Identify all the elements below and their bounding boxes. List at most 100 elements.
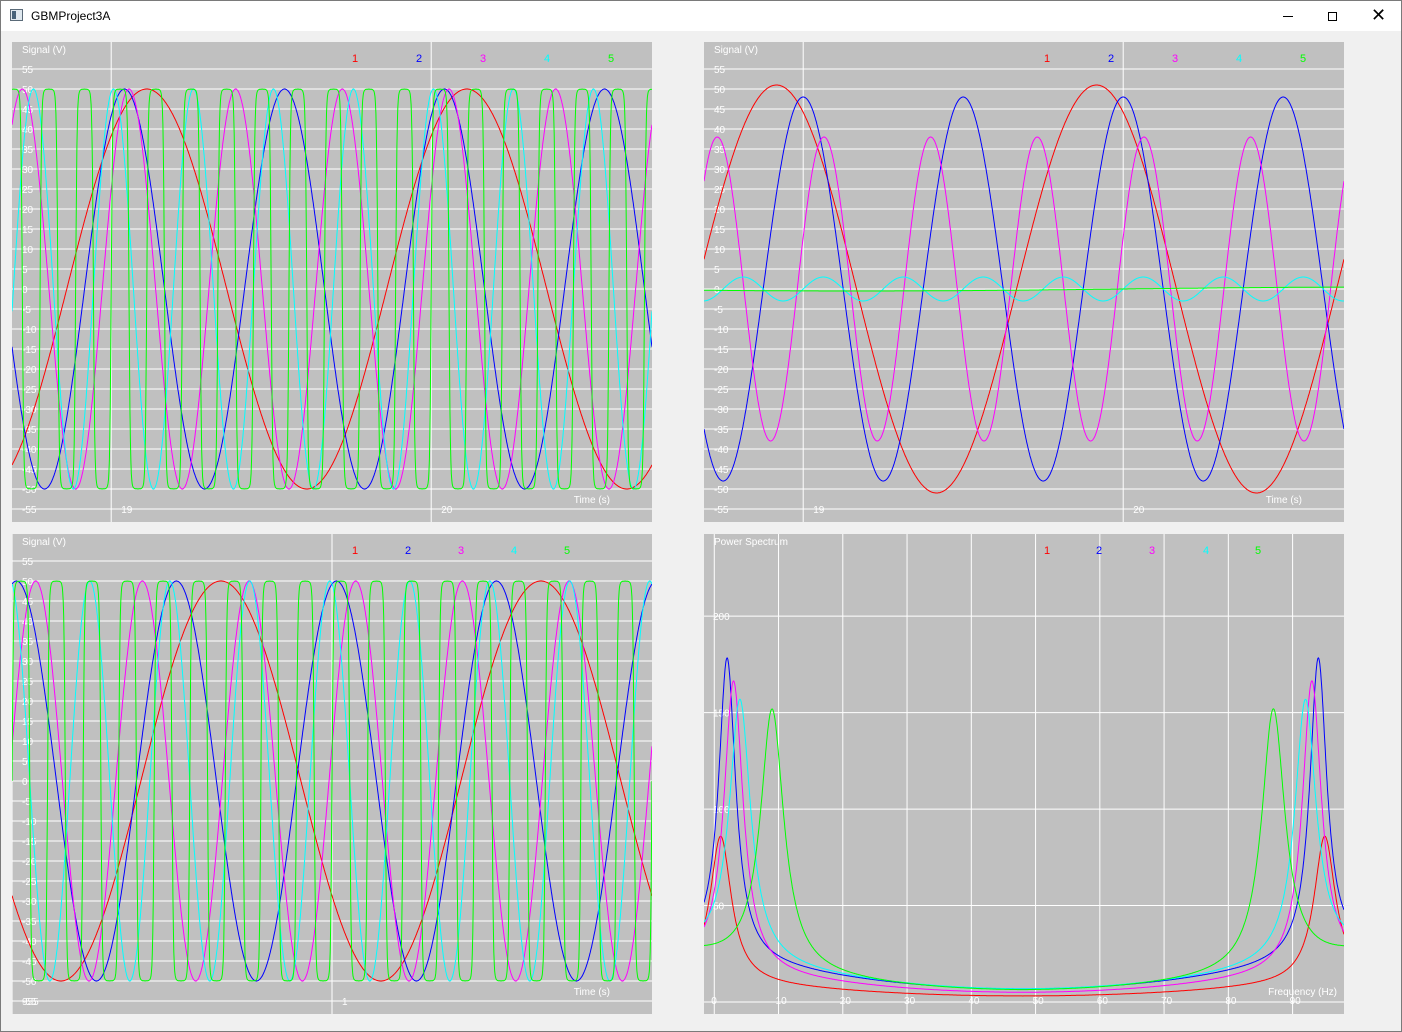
x-axis-label: Frequency (Hz) bbox=[1268, 987, 1337, 998]
series-line-5 bbox=[704, 286, 1344, 292]
y-tick-label: 50 bbox=[714, 85, 726, 96]
y-tick-label: 25 bbox=[22, 185, 34, 196]
y-tick-label: 20 bbox=[22, 205, 34, 216]
legend-entry-3: 3 bbox=[480, 53, 486, 65]
y-tick-label: 25 bbox=[22, 677, 34, 688]
close-button[interactable]: ✕ bbox=[1356, 1, 1401, 31]
y-tick-label: 0 bbox=[22, 777, 28, 788]
y-tick-label: -30 bbox=[714, 405, 729, 416]
plot-background bbox=[704, 534, 1344, 1014]
x-tick-label: 955 bbox=[22, 997, 39, 1008]
x-tick-label: 40 bbox=[968, 996, 980, 1007]
legend-entry-5: 5 bbox=[608, 53, 614, 65]
y-tick-label: 20 bbox=[714, 205, 726, 216]
x-tick-label: 20 bbox=[840, 996, 852, 1007]
y-tick-label: 40 bbox=[714, 125, 726, 136]
maximize-button[interactable] bbox=[1310, 1, 1355, 31]
y-tick-label: -5 bbox=[714, 305, 723, 316]
y-tick-label: 50 bbox=[713, 902, 725, 913]
y-tick-label: -10 bbox=[22, 325, 37, 336]
window-title: GBMProject3A bbox=[31, 9, 111, 23]
y-tick-label: 35 bbox=[714, 145, 726, 156]
y-tick-label: -45 bbox=[22, 465, 37, 476]
y-tick-label: -40 bbox=[22, 937, 37, 948]
y-tick-label: 30 bbox=[714, 165, 726, 176]
legend-entry-2: 2 bbox=[1108, 53, 1114, 65]
plot-background bbox=[704, 42, 1344, 522]
legend-entry-5: 5 bbox=[1300, 53, 1306, 65]
y-axis-label: Signal (V) bbox=[22, 537, 66, 548]
y-tick-label: 40 bbox=[22, 125, 34, 136]
y-tick-label: -25 bbox=[22, 877, 37, 888]
series-line-3 bbox=[704, 680, 1344, 993]
series-line-1 bbox=[12, 580, 652, 982]
minimize-icon bbox=[1282, 15, 1293, 17]
y-tick-label: 5 bbox=[22, 757, 28, 768]
legend-entry-3: 3 bbox=[458, 545, 464, 557]
y-tick-label: -5 bbox=[22, 305, 31, 316]
close-icon: ✕ bbox=[1370, 5, 1387, 26]
y-axis-label: Power Spectrum bbox=[714, 537, 788, 548]
legend-entry-5: 5 bbox=[1255, 545, 1261, 557]
legend-entry-4: 4 bbox=[1236, 53, 1242, 65]
legend-entry-3: 3 bbox=[1172, 53, 1178, 65]
title-bar: GBMProject3A ✕ bbox=[1, 1, 1401, 31]
x-axis-label: Time (s) bbox=[574, 495, 610, 506]
x-tick-label: 20 bbox=[1133, 505, 1145, 516]
y-tick-label: 25 bbox=[714, 185, 726, 196]
power-spectrum-chart[interactable]: 50 100 150 200 0 10 20 30 40 50 60 70 80 90 Power Spec… bbox=[704, 534, 1344, 1014]
y-tick-label: 100 bbox=[713, 805, 730, 816]
series-line-4 bbox=[704, 698, 1344, 990]
legend-entry-1: 1 bbox=[352, 53, 358, 65]
y-tick-label: -50 bbox=[714, 485, 729, 496]
y-tick-label: 45 bbox=[714, 105, 726, 116]
y-tick-label: -30 bbox=[22, 405, 37, 416]
y-tick-label: 35 bbox=[22, 145, 34, 156]
y-axis-label: Signal (V) bbox=[22, 45, 66, 56]
y-tick-label: 150 bbox=[713, 709, 730, 720]
y-tick-label: -35 bbox=[22, 917, 37, 928]
y-tick-label: -15 bbox=[22, 345, 37, 356]
x-axis-label: Time (s) bbox=[1266, 495, 1302, 506]
y-tick-label: -40 bbox=[22, 445, 37, 456]
y-tick-label: 55 bbox=[22, 557, 34, 568]
y-tick-label: 30 bbox=[22, 165, 34, 176]
signal-chart-top-left[interactable]: 5550454035302520151050-5-10-15-20-25-30-… bbox=[12, 42, 652, 522]
series-line-2 bbox=[704, 96, 1344, 482]
y-tick-label: 0 bbox=[22, 285, 28, 296]
y-tick-label: -25 bbox=[22, 385, 37, 396]
legend-entry-2: 2 bbox=[416, 53, 422, 65]
y-tick-label: -15 bbox=[714, 345, 729, 356]
x-tick-label: 30 bbox=[904, 996, 916, 1007]
minimize-button[interactable] bbox=[1265, 1, 1310, 31]
y-tick-label: -25 bbox=[714, 385, 729, 396]
y-tick-label: -15 bbox=[22, 837, 37, 848]
series-line-5 bbox=[12, 580, 652, 982]
series-line-1 bbox=[704, 835, 1344, 997]
series-line-5 bbox=[12, 88, 652, 490]
y-tick-label: -55 bbox=[714, 505, 729, 516]
legend-entry-2: 2 bbox=[405, 545, 411, 557]
series-line-3 bbox=[704, 136, 1344, 442]
y-tick-label: 5 bbox=[714, 265, 720, 276]
x-axis-label: Time (s) bbox=[574, 987, 610, 998]
x-tick-label: 50 bbox=[1033, 996, 1045, 1007]
y-tick-label: -55 bbox=[22, 505, 37, 516]
signal-chart-bottom-left[interactable]: 5550454035302520151050-5-10-15-20-25-30-… bbox=[12, 534, 652, 1014]
legend-entry-4: 4 bbox=[544, 53, 550, 65]
series-line-3 bbox=[12, 88, 652, 490]
x-tick-label: 90 bbox=[1290, 996, 1302, 1007]
y-tick-label: -40 bbox=[714, 445, 729, 456]
y-tick-label: 55 bbox=[714, 65, 726, 76]
x-tick-label: 19 bbox=[121, 505, 133, 516]
x-tick-label: 0 bbox=[711, 996, 717, 1007]
y-tick-label: -10 bbox=[714, 325, 729, 336]
y-tick-label: 15 bbox=[22, 225, 34, 236]
signal-chart-top-right[interactable]: 5550454035302520151050-5-10-15-20-25-30-… bbox=[704, 42, 1344, 522]
legend-entry-4: 4 bbox=[1203, 545, 1209, 557]
y-tick-label: -30 bbox=[22, 897, 37, 908]
y-tick-label: -35 bbox=[22, 425, 37, 436]
x-tick-label: 80 bbox=[1225, 996, 1237, 1007]
y-tick-label: 5 bbox=[22, 265, 28, 276]
